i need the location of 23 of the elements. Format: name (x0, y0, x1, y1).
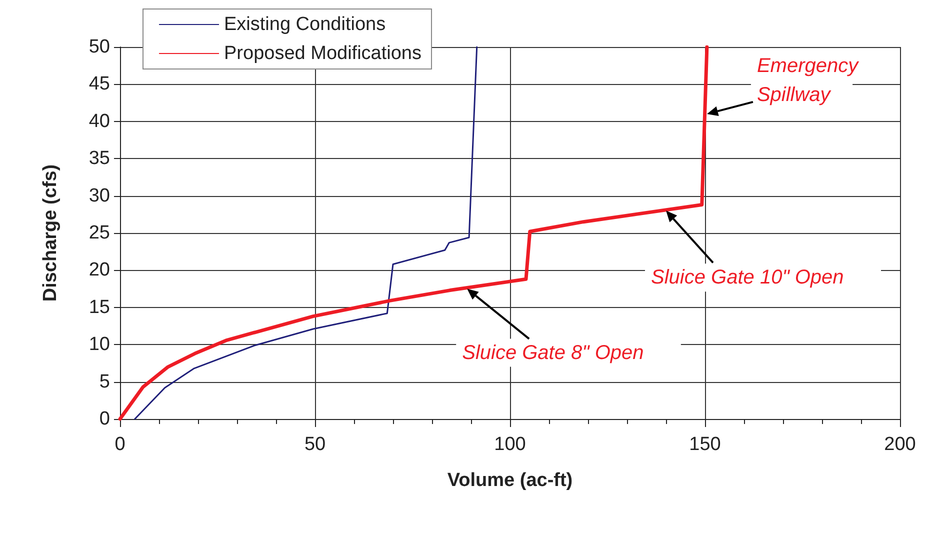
annotation: Sluice Gate 8" Open (462, 342, 644, 364)
y-tick-label: 30 (88, 185, 110, 206)
legend-label: Proposed Modifications (224, 43, 422, 64)
x-tick-label: 50 (304, 434, 326, 455)
annotation: Emergency Spillway (756, 54, 860, 106)
y-tick-label: 35 (88, 148, 110, 170)
y-tick-label: 0 (99, 408, 110, 430)
legend-label: Existing Conditions (224, 14, 386, 35)
annotation: Sluice Gate 10" Open (651, 266, 844, 289)
x-tick-label: 100 (494, 434, 526, 455)
y-tick-label: 20 (88, 260, 110, 281)
x-tick-label: 0 (114, 434, 126, 455)
x-axis-title: Volume (ac-ft) (447, 470, 573, 491)
y-tick-label: 15 (88, 296, 110, 318)
y-tick-label: 45 (88, 74, 110, 95)
x-tick-label: 200 (884, 434, 916, 455)
y-tick-label: 10 (88, 334, 110, 356)
y-tick-label: 25 (88, 222, 110, 244)
y-tick-label: 5 (99, 371, 110, 392)
x-tick-label: 150 (689, 434, 721, 455)
y-axis-title: Discharge (cfs) (40, 164, 61, 302)
y-tick-label: 50 (88, 36, 110, 58)
y-tick-label: 40 (88, 110, 110, 132)
